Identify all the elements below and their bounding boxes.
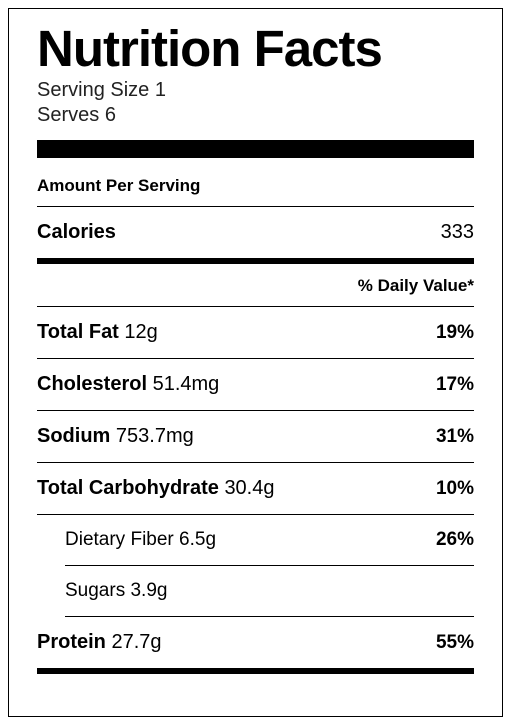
serves-line: Serves 6: [37, 103, 474, 128]
serves-label: Serves: [37, 104, 99, 126]
serving-size-value: 1: [155, 79, 166, 101]
protein-label: Protein 27.7g: [37, 631, 162, 654]
protein-row: Protein 27.7g 55%: [37, 617, 474, 674]
dietary-fiber-dv: 26%: [436, 529, 474, 551]
sodium-label: Sodium 753.7mg: [37, 425, 194, 448]
serves-value: 6: [105, 104, 116, 126]
protein-dv: 55%: [436, 632, 474, 654]
sugars-label: Sugars 3.9g: [65, 580, 167, 602]
total-carb-label: Total Carbohydrate 30.4g: [37, 477, 275, 500]
sodium-dv: 31%: [436, 426, 474, 448]
dietary-fiber-label: Dietary Fiber 6.5g: [65, 529, 216, 551]
carb-sub-rows: Dietary Fiber 6.5g 26% Sugars 3.9g: [65, 515, 474, 617]
dietary-fiber-row: Dietary Fiber 6.5g 26%: [65, 515, 474, 566]
sodium-row: Sodium 753.7mg 31%: [37, 411, 474, 463]
calories-row: Calories 333: [37, 207, 474, 264]
serving-size-label: Serving Size: [37, 79, 149, 101]
cholesterol-dv: 17%: [436, 374, 474, 396]
total-carb-row: Total Carbohydrate 30.4g 10%: [37, 463, 474, 515]
daily-value-header: % Daily Value*: [37, 264, 474, 307]
calories-value: 333: [441, 221, 474, 244]
panel-title: Nutrition Facts: [37, 23, 474, 74]
cholesterol-row: Cholesterol 51.4mg 17%: [37, 359, 474, 411]
calories-label: Calories: [37, 221, 116, 244]
total-fat-dv: 19%: [436, 322, 474, 344]
cholesterol-label: Cholesterol 51.4mg: [37, 373, 219, 396]
nutrition-facts-panel: Nutrition Facts Serving Size 1 Serves 6 …: [8, 8, 503, 717]
sugars-row: Sugars 3.9g: [65, 566, 474, 617]
serving-size-line: Serving Size 1: [37, 78, 474, 103]
total-carb-dv: 10%: [436, 478, 474, 500]
total-fat-label: Total Fat 12g: [37, 321, 158, 344]
total-fat-row: Total Fat 12g 19%: [37, 307, 474, 359]
thick-separator: [37, 140, 474, 158]
amount-per-serving-header: Amount Per Serving: [37, 176, 474, 207]
